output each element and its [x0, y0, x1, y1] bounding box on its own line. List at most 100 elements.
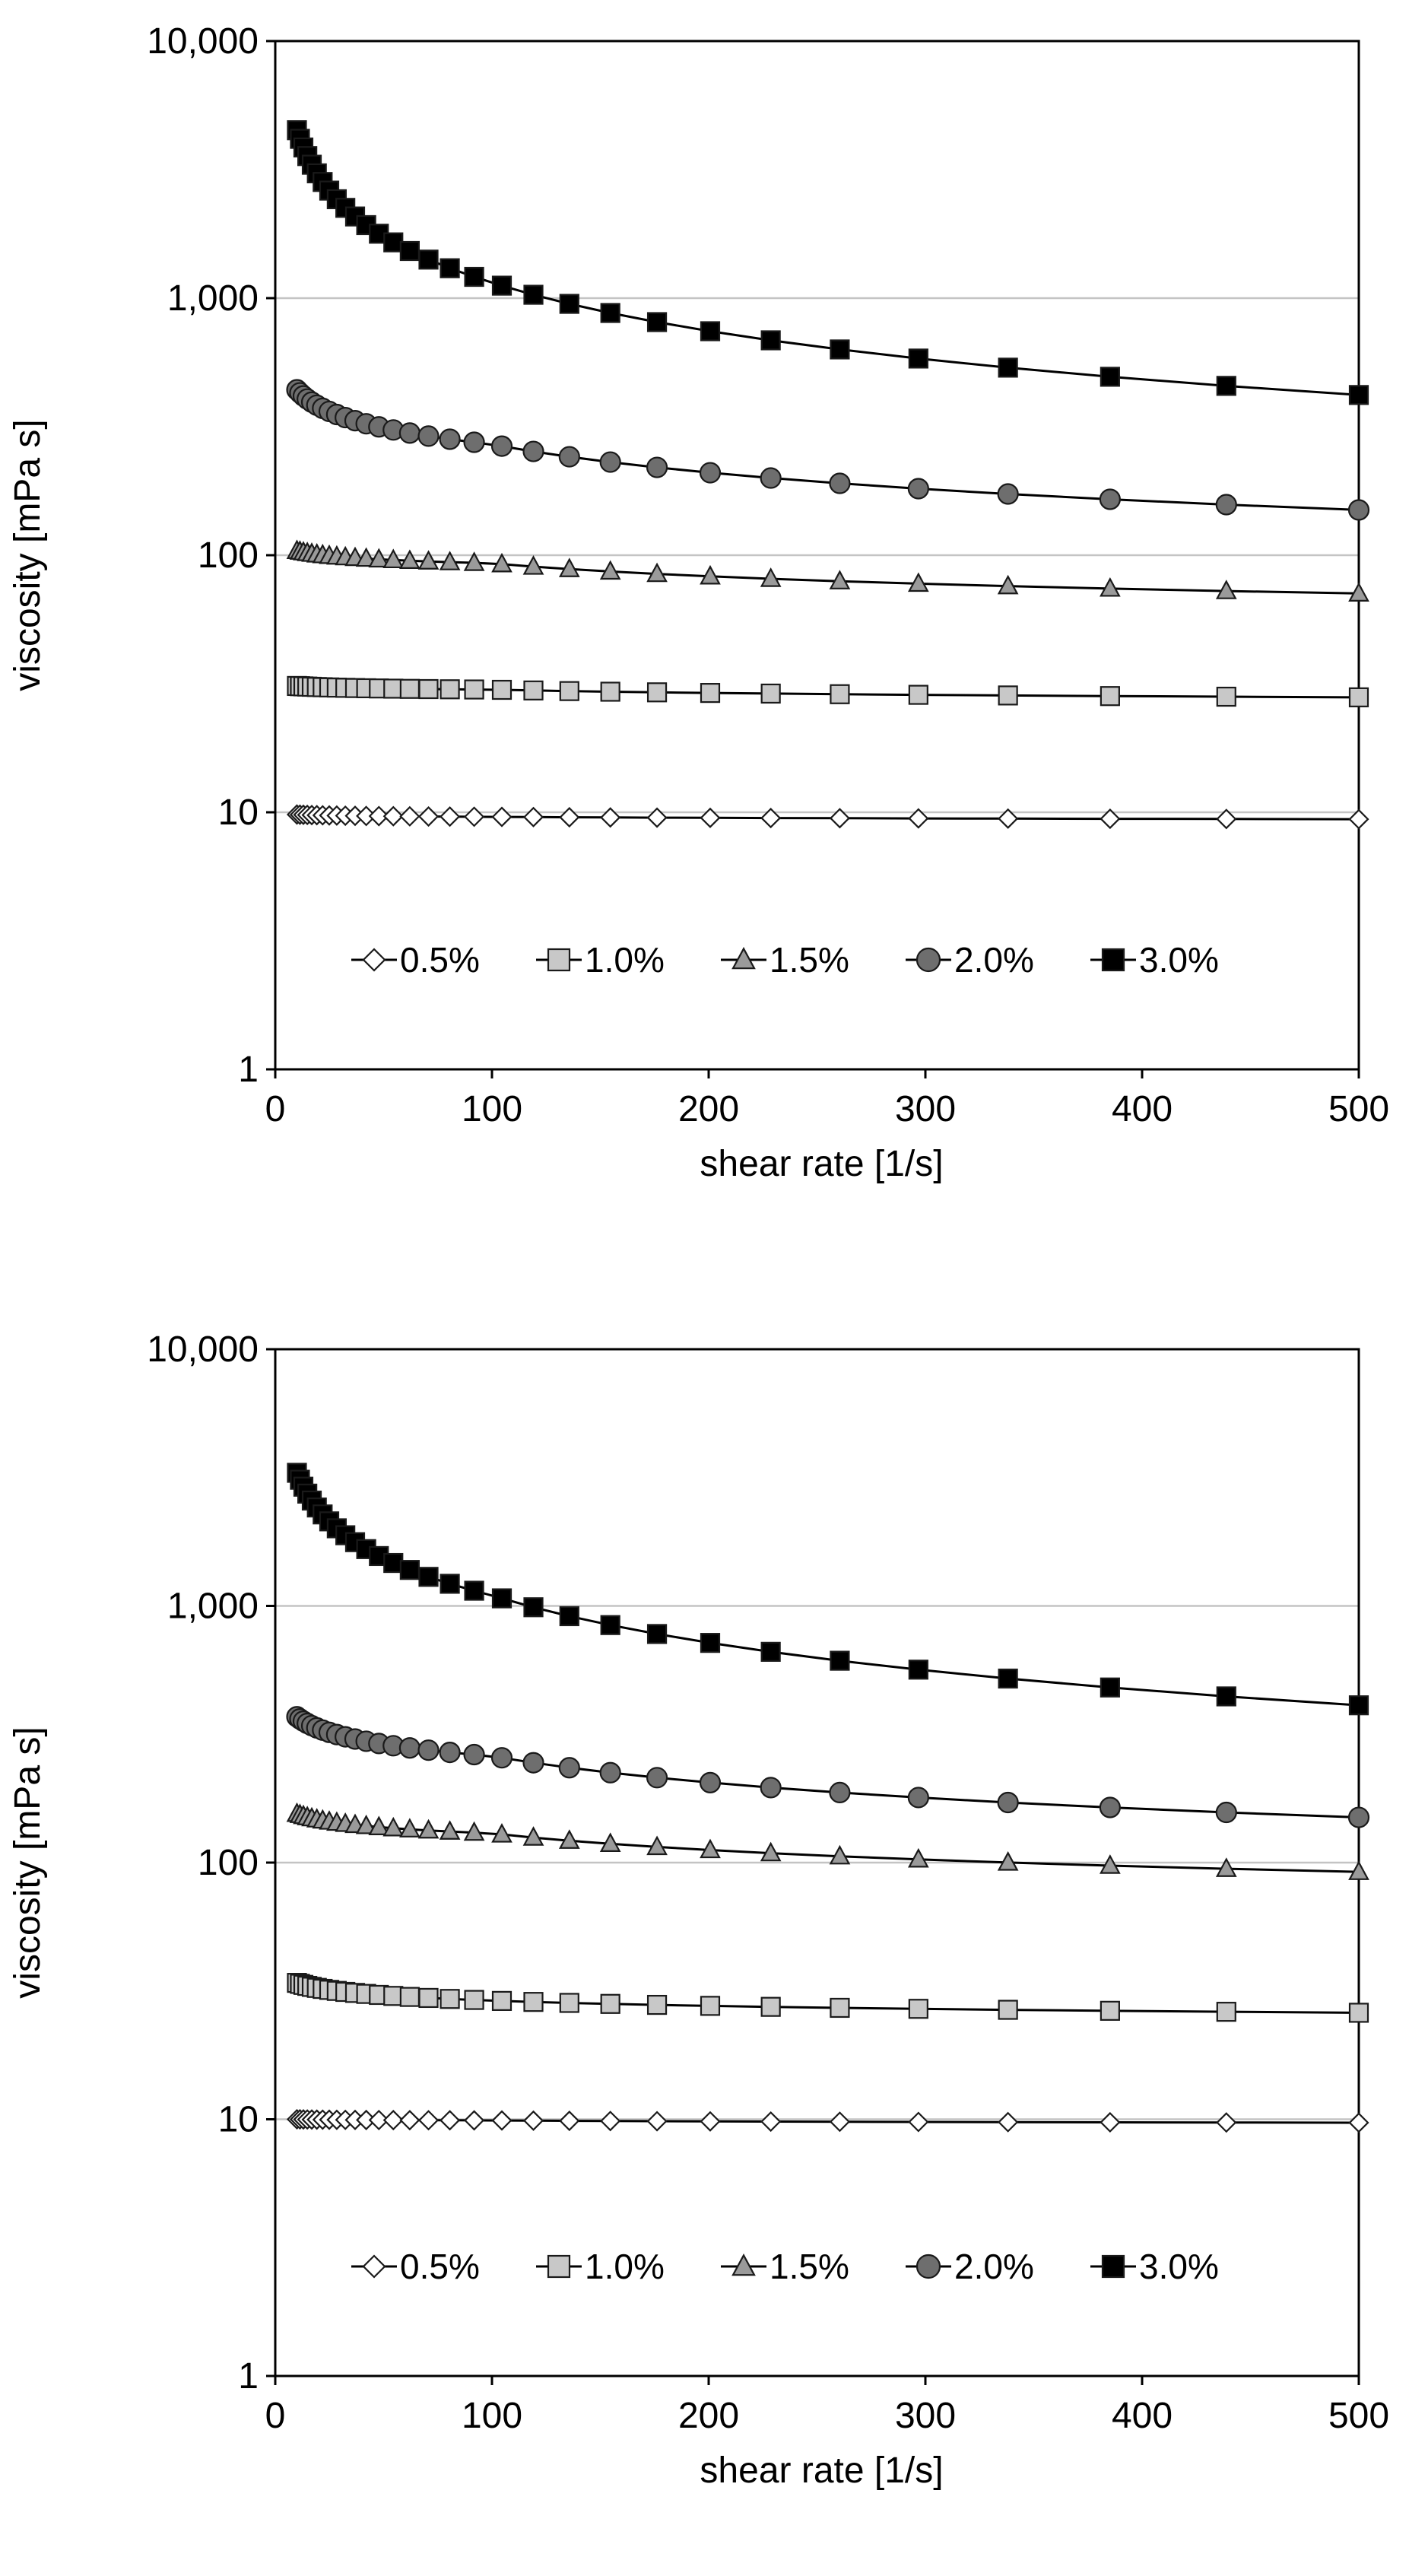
data-point	[398, 422, 420, 444]
data-point	[522, 555, 544, 575]
data-point	[760, 567, 782, 587]
data-point	[559, 1606, 579, 1627]
legend-label: 0.5%	[400, 940, 480, 980]
data-point	[829, 808, 850, 829]
data-point	[558, 557, 580, 577]
data-point	[491, 552, 512, 573]
data-point	[463, 1743, 485, 1766]
data-point	[1348, 582, 1369, 602]
data-point	[1348, 1860, 1369, 1880]
legend-marker	[1101, 2254, 1125, 2279]
data-point	[829, 1781, 851, 1804]
series-1.0%	[287, 675, 1369, 707]
data-point	[1216, 2112, 1237, 2133]
x-tick-label: 0	[265, 1089, 286, 1129]
data-point	[440, 679, 460, 700]
data-point	[417, 805, 440, 827]
data-point	[417, 2110, 440, 2131]
data-point	[439, 428, 461, 450]
data-point	[700, 321, 721, 341]
data-point	[998, 808, 1019, 829]
data-point	[382, 805, 404, 827]
x-tick-label: 0	[265, 2396, 286, 2436]
data-point	[646, 682, 668, 703]
series-3.0%	[287, 120, 1369, 405]
x-tick-label: 100	[462, 1089, 522, 1129]
data-point	[464, 266, 484, 287]
data-point	[907, 478, 929, 500]
series-0.5%	[286, 804, 1369, 830]
data-point	[382, 2110, 404, 2131]
data-point	[399, 240, 420, 262]
data-point	[355, 547, 377, 567]
x-tick-label: 200	[678, 1089, 739, 1129]
data-point	[559, 1993, 579, 2013]
legend-item: 2.0%	[906, 2247, 1034, 2286]
data-point	[830, 339, 850, 360]
data-point	[830, 1650, 850, 1671]
data-point	[399, 805, 420, 827]
data-point	[908, 2111, 929, 2133]
series-3.0%	[287, 1463, 1369, 1716]
data-point	[399, 678, 420, 699]
data-point	[463, 551, 485, 571]
data-point	[522, 1752, 544, 1774]
legend-label: 2.0%	[954, 2247, 1034, 2286]
legend-marker	[362, 948, 386, 972]
data-point	[1348, 385, 1369, 405]
x-tick-label: 500	[1328, 2396, 1389, 2436]
data-point	[1215, 580, 1237, 599]
data-point	[398, 1737, 420, 1759]
data-point	[399, 1560, 420, 1580]
data-point	[418, 1567, 439, 1587]
legend-label: 1.5%	[770, 940, 849, 980]
data-point	[760, 330, 781, 351]
data-point	[600, 303, 620, 323]
data-point	[418, 249, 439, 270]
data-point	[600, 807, 621, 828]
legend-item: 2.0%	[906, 940, 1034, 980]
data-point	[491, 1823, 512, 1843]
data-point	[700, 1838, 721, 1859]
data-point	[523, 680, 544, 700]
data-point	[383, 1986, 404, 2006]
data-point	[908, 1999, 928, 2019]
legend-item: 1.5%	[721, 940, 849, 980]
data-point	[830, 684, 850, 704]
data-point	[559, 294, 579, 314]
data-point	[491, 679, 512, 700]
data-point	[646, 312, 668, 332]
data-point	[646, 1624, 668, 1644]
x-tick-label: 500	[1328, 1089, 1389, 1129]
data-point	[382, 548, 405, 569]
legend-label: 1.5%	[770, 2247, 849, 2286]
x-tick-label: 400	[1112, 1089, 1173, 1129]
data-point	[418, 1987, 439, 2009]
data-point	[464, 1990, 484, 2010]
data-point	[646, 1767, 668, 1789]
data-point	[646, 807, 668, 828]
data-point	[399, 1818, 420, 1838]
data-point	[907, 1787, 929, 1809]
data-point	[998, 1668, 1018, 1689]
data-point	[1099, 1796, 1121, 1818]
data-point	[908, 348, 928, 369]
legend-item: 0.5%	[351, 2247, 480, 2286]
legend-marker	[362, 2254, 386, 2279]
chart-top: 1 10 100 1,000 10,000 0 100 200 300 400 500 shear r…	[8, 21, 1389, 1184]
data-point	[830, 1997, 850, 2019]
data-point	[417, 425, 440, 447]
data-point	[760, 683, 781, 704]
data-point	[599, 1832, 621, 1852]
y-tick-label: 10,000	[147, 1329, 259, 1370]
legend-marker	[916, 2254, 941, 2279]
data-point	[1099, 488, 1121, 510]
y-tick-label: 10	[218, 2100, 259, 2140]
legend-label: 2.0%	[954, 940, 1034, 980]
data-point	[829, 472, 851, 494]
data-point	[1348, 2003, 1369, 2023]
data-point	[829, 1844, 851, 1865]
data-point	[522, 2110, 544, 2131]
data-point	[522, 1826, 544, 1846]
data-point	[368, 805, 389, 827]
